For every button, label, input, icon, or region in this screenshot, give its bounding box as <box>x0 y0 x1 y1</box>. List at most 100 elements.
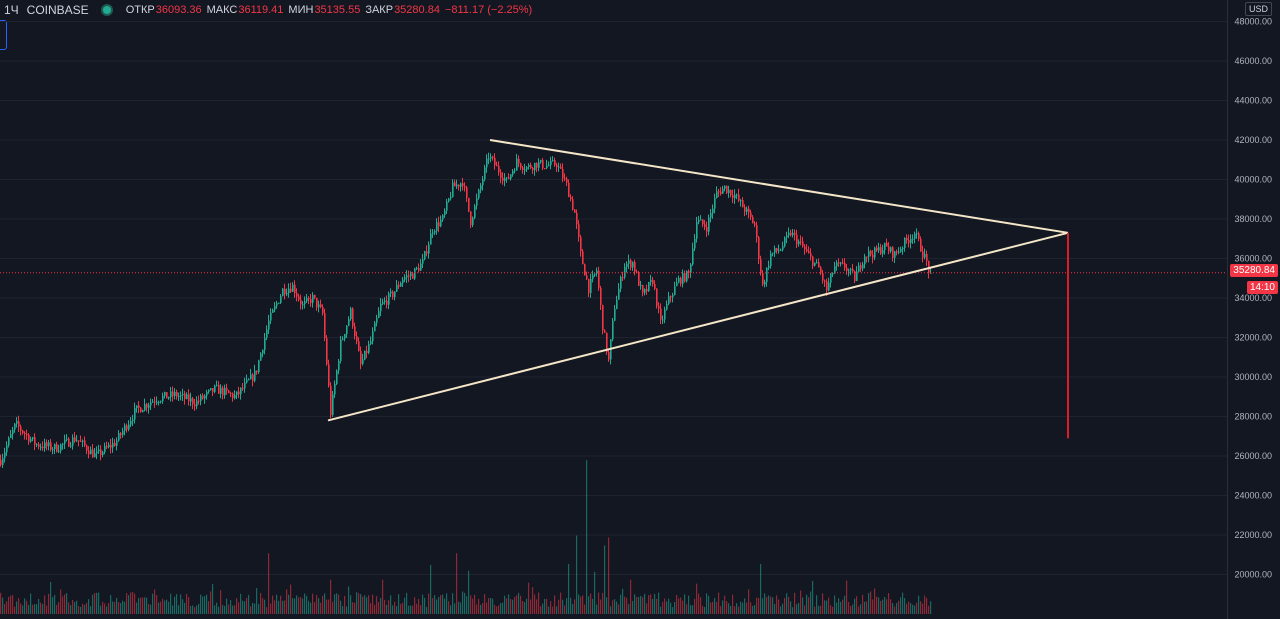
volume-bar <box>412 605 414 614</box>
volume-bar <box>114 601 116 614</box>
price-axis[interactable]: USD 35280.84 14:10 <box>1227 0 1280 619</box>
volume-bar <box>906 603 908 614</box>
candle-body <box>280 296 282 303</box>
volume-bar <box>244 601 246 614</box>
candle-body <box>210 388 212 390</box>
exchange-label[interactable]: COINBASE <box>26 3 89 17</box>
volume-bar <box>64 594 66 614</box>
candle-body <box>908 240 910 243</box>
candle-body <box>94 453 96 458</box>
candle-body <box>196 400 198 407</box>
candle-body <box>666 303 668 310</box>
volume-bar <box>618 604 620 614</box>
candle-body <box>800 241 802 243</box>
last-price-tag: 35280.84 <box>1230 264 1278 277</box>
volume-bar <box>666 601 668 614</box>
candle-body <box>224 387 226 396</box>
candle-body <box>900 248 902 252</box>
candle-body <box>840 262 842 264</box>
candle-body <box>234 395 236 399</box>
volume-bar <box>904 598 906 614</box>
volume-bar <box>136 602 138 614</box>
candle-body <box>16 421 18 424</box>
candle-body <box>518 158 520 164</box>
candle-body <box>580 237 582 252</box>
volume-bar <box>90 606 92 614</box>
candle-body <box>566 178 568 183</box>
candle-body <box>198 400 200 402</box>
candle-body <box>408 275 410 277</box>
volume-bar <box>390 595 392 614</box>
candle-body <box>488 158 490 160</box>
volume-bar <box>4 603 6 614</box>
volume-bar <box>320 602 322 614</box>
candle-body <box>184 393 186 399</box>
interval-label[interactable]: 1Ч <box>4 3 19 17</box>
triangle-lower-line <box>327 231 1069 422</box>
volume-bar <box>368 595 370 614</box>
candle-body <box>446 201 448 211</box>
volume-bar <box>536 599 538 614</box>
volume-bar <box>448 601 450 614</box>
volume-bar <box>402 602 404 614</box>
volume-bar <box>602 592 604 614</box>
volume-bar <box>594 571 596 614</box>
volume-bar <box>92 594 94 614</box>
currency-badge[interactable]: USD <box>1244 2 1272 16</box>
candle-body <box>30 439 32 442</box>
volume-bar <box>846 580 848 614</box>
candle-body <box>442 215 444 220</box>
candle-body <box>516 158 518 171</box>
candle-body <box>872 254 874 258</box>
candle-body <box>676 282 678 287</box>
candle-body <box>366 350 368 353</box>
candle-body <box>820 267 822 274</box>
volume-bar <box>546 598 548 614</box>
candle-body <box>598 270 600 288</box>
candle-body <box>878 247 880 251</box>
candle-body <box>154 401 156 403</box>
candle-body <box>746 208 748 212</box>
collapse-legend-button[interactable] <box>0 20 7 50</box>
candle-body <box>672 294 674 298</box>
volume-bar <box>542 603 544 614</box>
volume-bar <box>410 605 412 614</box>
candle-body <box>278 302 280 304</box>
volume-bar <box>758 598 760 614</box>
volume-bar <box>360 594 362 614</box>
candle-body <box>296 293 298 297</box>
candle-body <box>122 430 124 435</box>
candle-body <box>332 394 334 415</box>
volume-bar <box>342 606 344 614</box>
candle-body <box>348 319 350 326</box>
volume-bar <box>300 597 302 614</box>
candle-body <box>774 248 776 253</box>
volume-bar <box>466 596 468 614</box>
volume-bar <box>352 602 354 614</box>
candle-body <box>264 337 266 350</box>
volume-bar <box>668 598 670 614</box>
candle-body <box>664 309 666 320</box>
candle-body <box>826 281 828 291</box>
volume-bar <box>446 593 448 614</box>
candle-body <box>628 260 630 264</box>
volume-bar <box>378 602 380 614</box>
volume-bar <box>156 595 158 614</box>
volume-bar <box>234 605 236 614</box>
volume-bar <box>686 604 688 614</box>
volume-bar <box>634 594 636 614</box>
candle-body <box>560 166 562 169</box>
candle-body <box>586 275 588 279</box>
volume-bar <box>132 591 134 614</box>
price-tick-label: 34000.00 <box>1234 293 1272 303</box>
candle-body <box>8 437 10 446</box>
candle-body <box>360 350 362 364</box>
grid-lines <box>0 21 1227 575</box>
volume-bar <box>834 595 836 614</box>
volume-bar <box>558 599 560 614</box>
candle-body <box>240 387 242 395</box>
volume-bar <box>648 595 650 614</box>
candle-body <box>510 174 512 179</box>
candle-body <box>514 170 516 172</box>
